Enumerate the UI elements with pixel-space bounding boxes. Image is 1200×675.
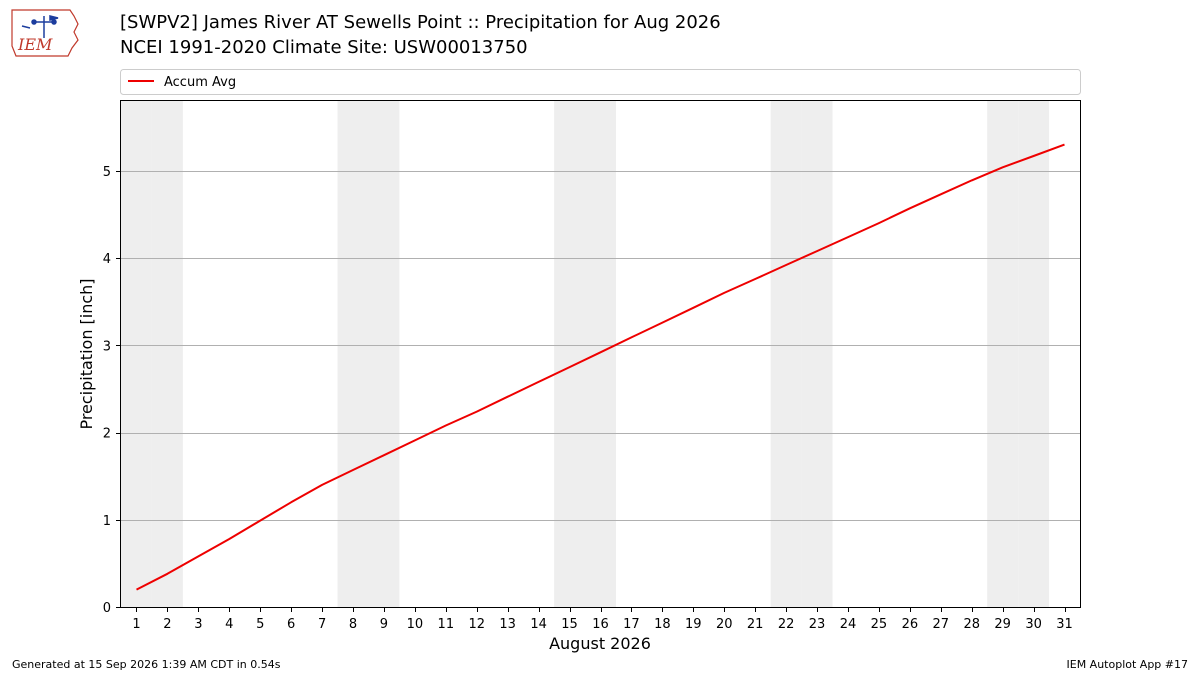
x-tick-label-16: 16 bbox=[592, 617, 609, 632]
x-tick-label-12: 12 bbox=[468, 617, 485, 632]
x-tick-label-19: 19 bbox=[685, 617, 702, 632]
series-line-0 bbox=[136, 143, 1065, 591]
x-tick-label-8: 8 bbox=[349, 617, 357, 632]
x-axis-label: August 2026 bbox=[549, 634, 651, 653]
x-tick-label-17: 17 bbox=[623, 617, 640, 632]
iowa-outline-icon bbox=[11, 9, 79, 57]
x-tick-label-2: 2 bbox=[163, 617, 171, 632]
weekend-shade-9 bbox=[368, 101, 400, 607]
series bbox=[136, 143, 1065, 591]
x-tick-label-21: 21 bbox=[747, 617, 764, 632]
weekend-shade-29 bbox=[987, 101, 1019, 607]
y-axis-ticks: 0 1 2 3 4 5 bbox=[103, 165, 121, 616]
legend-entry: Accum Avg bbox=[164, 75, 236, 90]
logo-text: IEM bbox=[17, 35, 53, 54]
generated-timestamp: Generated at 15 Sep 2026 1:39 AM CDT in … bbox=[12, 658, 281, 671]
y-tick-label-0: 0 bbox=[103, 601, 111, 616]
legend-box bbox=[120, 69, 1081, 95]
weekend-shade-15 bbox=[554, 101, 586, 607]
x-tick-label-26: 26 bbox=[902, 617, 919, 632]
weekend-shade-2 bbox=[151, 101, 183, 607]
x-tick-label-24: 24 bbox=[840, 617, 857, 632]
y-tick-label-2: 2 bbox=[103, 427, 111, 442]
weekend-shade-1 bbox=[121, 101, 152, 607]
x-tick-label-5: 5 bbox=[256, 617, 264, 632]
weekend-shade-16 bbox=[585, 101, 616, 607]
x-tick-label-30: 30 bbox=[1025, 617, 1042, 632]
x-tick-label-10: 10 bbox=[407, 617, 424, 632]
chart-subtitle: NCEI 1991-2020 Climate Site: USW00013750 bbox=[120, 37, 528, 58]
x-tick-label-9: 9 bbox=[380, 617, 388, 632]
x-tick-label-7: 7 bbox=[318, 617, 326, 632]
x-tick-label-13: 13 bbox=[499, 617, 516, 632]
chart-title: [SWPV2] James River AT Sewells Point :: … bbox=[120, 12, 721, 33]
x-tick-label-28: 28 bbox=[963, 617, 980, 632]
gridlines bbox=[121, 171, 1080, 521]
weekend-shade-30 bbox=[1018, 101, 1050, 607]
x-tick-label-23: 23 bbox=[809, 617, 826, 632]
x-tick-label-1: 1 bbox=[132, 617, 140, 632]
x-tick-label-29: 29 bbox=[994, 617, 1011, 632]
legend: Accum Avg bbox=[120, 69, 1081, 95]
x-tick-label-18: 18 bbox=[654, 617, 671, 632]
x-tick-label-3: 3 bbox=[194, 617, 202, 632]
y-tick-label-5: 5 bbox=[103, 165, 111, 180]
app-label: IEM Autoplot App #17 bbox=[1066, 658, 1189, 671]
y-tick-label-1: 1 bbox=[103, 514, 111, 529]
y-tick-label-4: 4 bbox=[103, 252, 111, 267]
weather-station-icon bbox=[21, 15, 59, 38]
y-tick-label-3: 3 bbox=[103, 339, 111, 354]
weekend-shade-8 bbox=[337, 101, 369, 607]
x-tick-label-6: 6 bbox=[287, 617, 295, 632]
x-tick-label-27: 27 bbox=[933, 617, 950, 632]
x-tick-label-14: 14 bbox=[530, 617, 547, 632]
y-axis-label: Precipitation [inch] bbox=[77, 278, 96, 429]
weekend-shade-22 bbox=[770, 101, 802, 607]
x-tick-label-31: 31 bbox=[1056, 617, 1073, 632]
weekend-shading bbox=[121, 101, 1050, 607]
iem-logo: IEM bbox=[11, 9, 79, 57]
x-tick-label-4: 4 bbox=[225, 617, 233, 632]
x-tick-label-11: 11 bbox=[438, 617, 455, 632]
plot-frame bbox=[120, 100, 1081, 608]
x-tick-label-22: 22 bbox=[778, 617, 795, 632]
x-tick-label-20: 20 bbox=[716, 617, 733, 632]
weekend-shade-23 bbox=[801, 101, 833, 607]
x-tick-label-15: 15 bbox=[561, 617, 578, 632]
x-axis-ticks: 1 2 3 4 5 6 7 8 9 10 11 12 13 14 15 16 17 18 19 20 21 22 23 24 2… bbox=[132, 607, 1073, 632]
x-tick-label-25: 25 bbox=[871, 617, 888, 632]
